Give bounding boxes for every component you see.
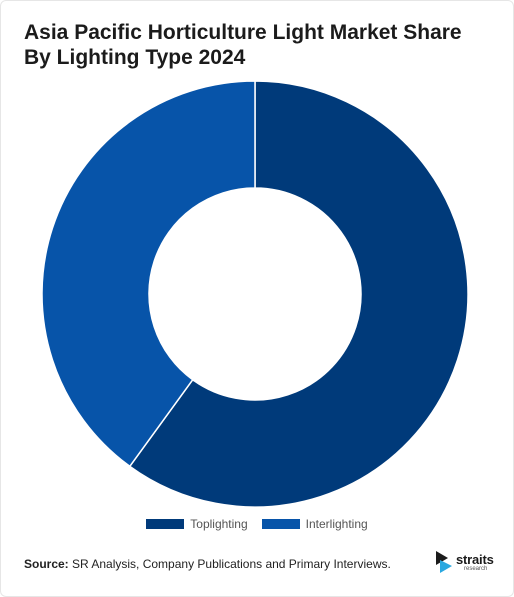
chart-legend: Toplighting Interlighting (0, 517, 514, 531)
chart-title: Asia Pacific Horticulture Light Market S… (24, 21, 462, 69)
source-note: Source: SR Analysis, Company Publication… (24, 557, 391, 571)
legend-item-toplighting: Toplighting (146, 517, 248, 531)
logo-mark-icon (436, 551, 452, 573)
slice-toplighting (128, 80, 469, 508)
logo-name: straits (456, 551, 494, 567)
legend-item-interlighting: Interlighting (261, 517, 368, 531)
straits-research-logo: straits research (436, 551, 494, 573)
legend-label-toplighting: Toplighting (190, 517, 248, 531)
legend-label-interlighting: Interlighting (305, 517, 368, 531)
source-text: SR Analysis, Company Publications and Pr… (68, 557, 391, 571)
source-label: Source: (24, 557, 69, 571)
slice-interlighting (41, 80, 256, 468)
logo-subtitle: research (464, 565, 488, 572)
legend-swatch-interlighting (261, 519, 300, 529)
legend-swatch-toplighting (146, 519, 185, 529)
